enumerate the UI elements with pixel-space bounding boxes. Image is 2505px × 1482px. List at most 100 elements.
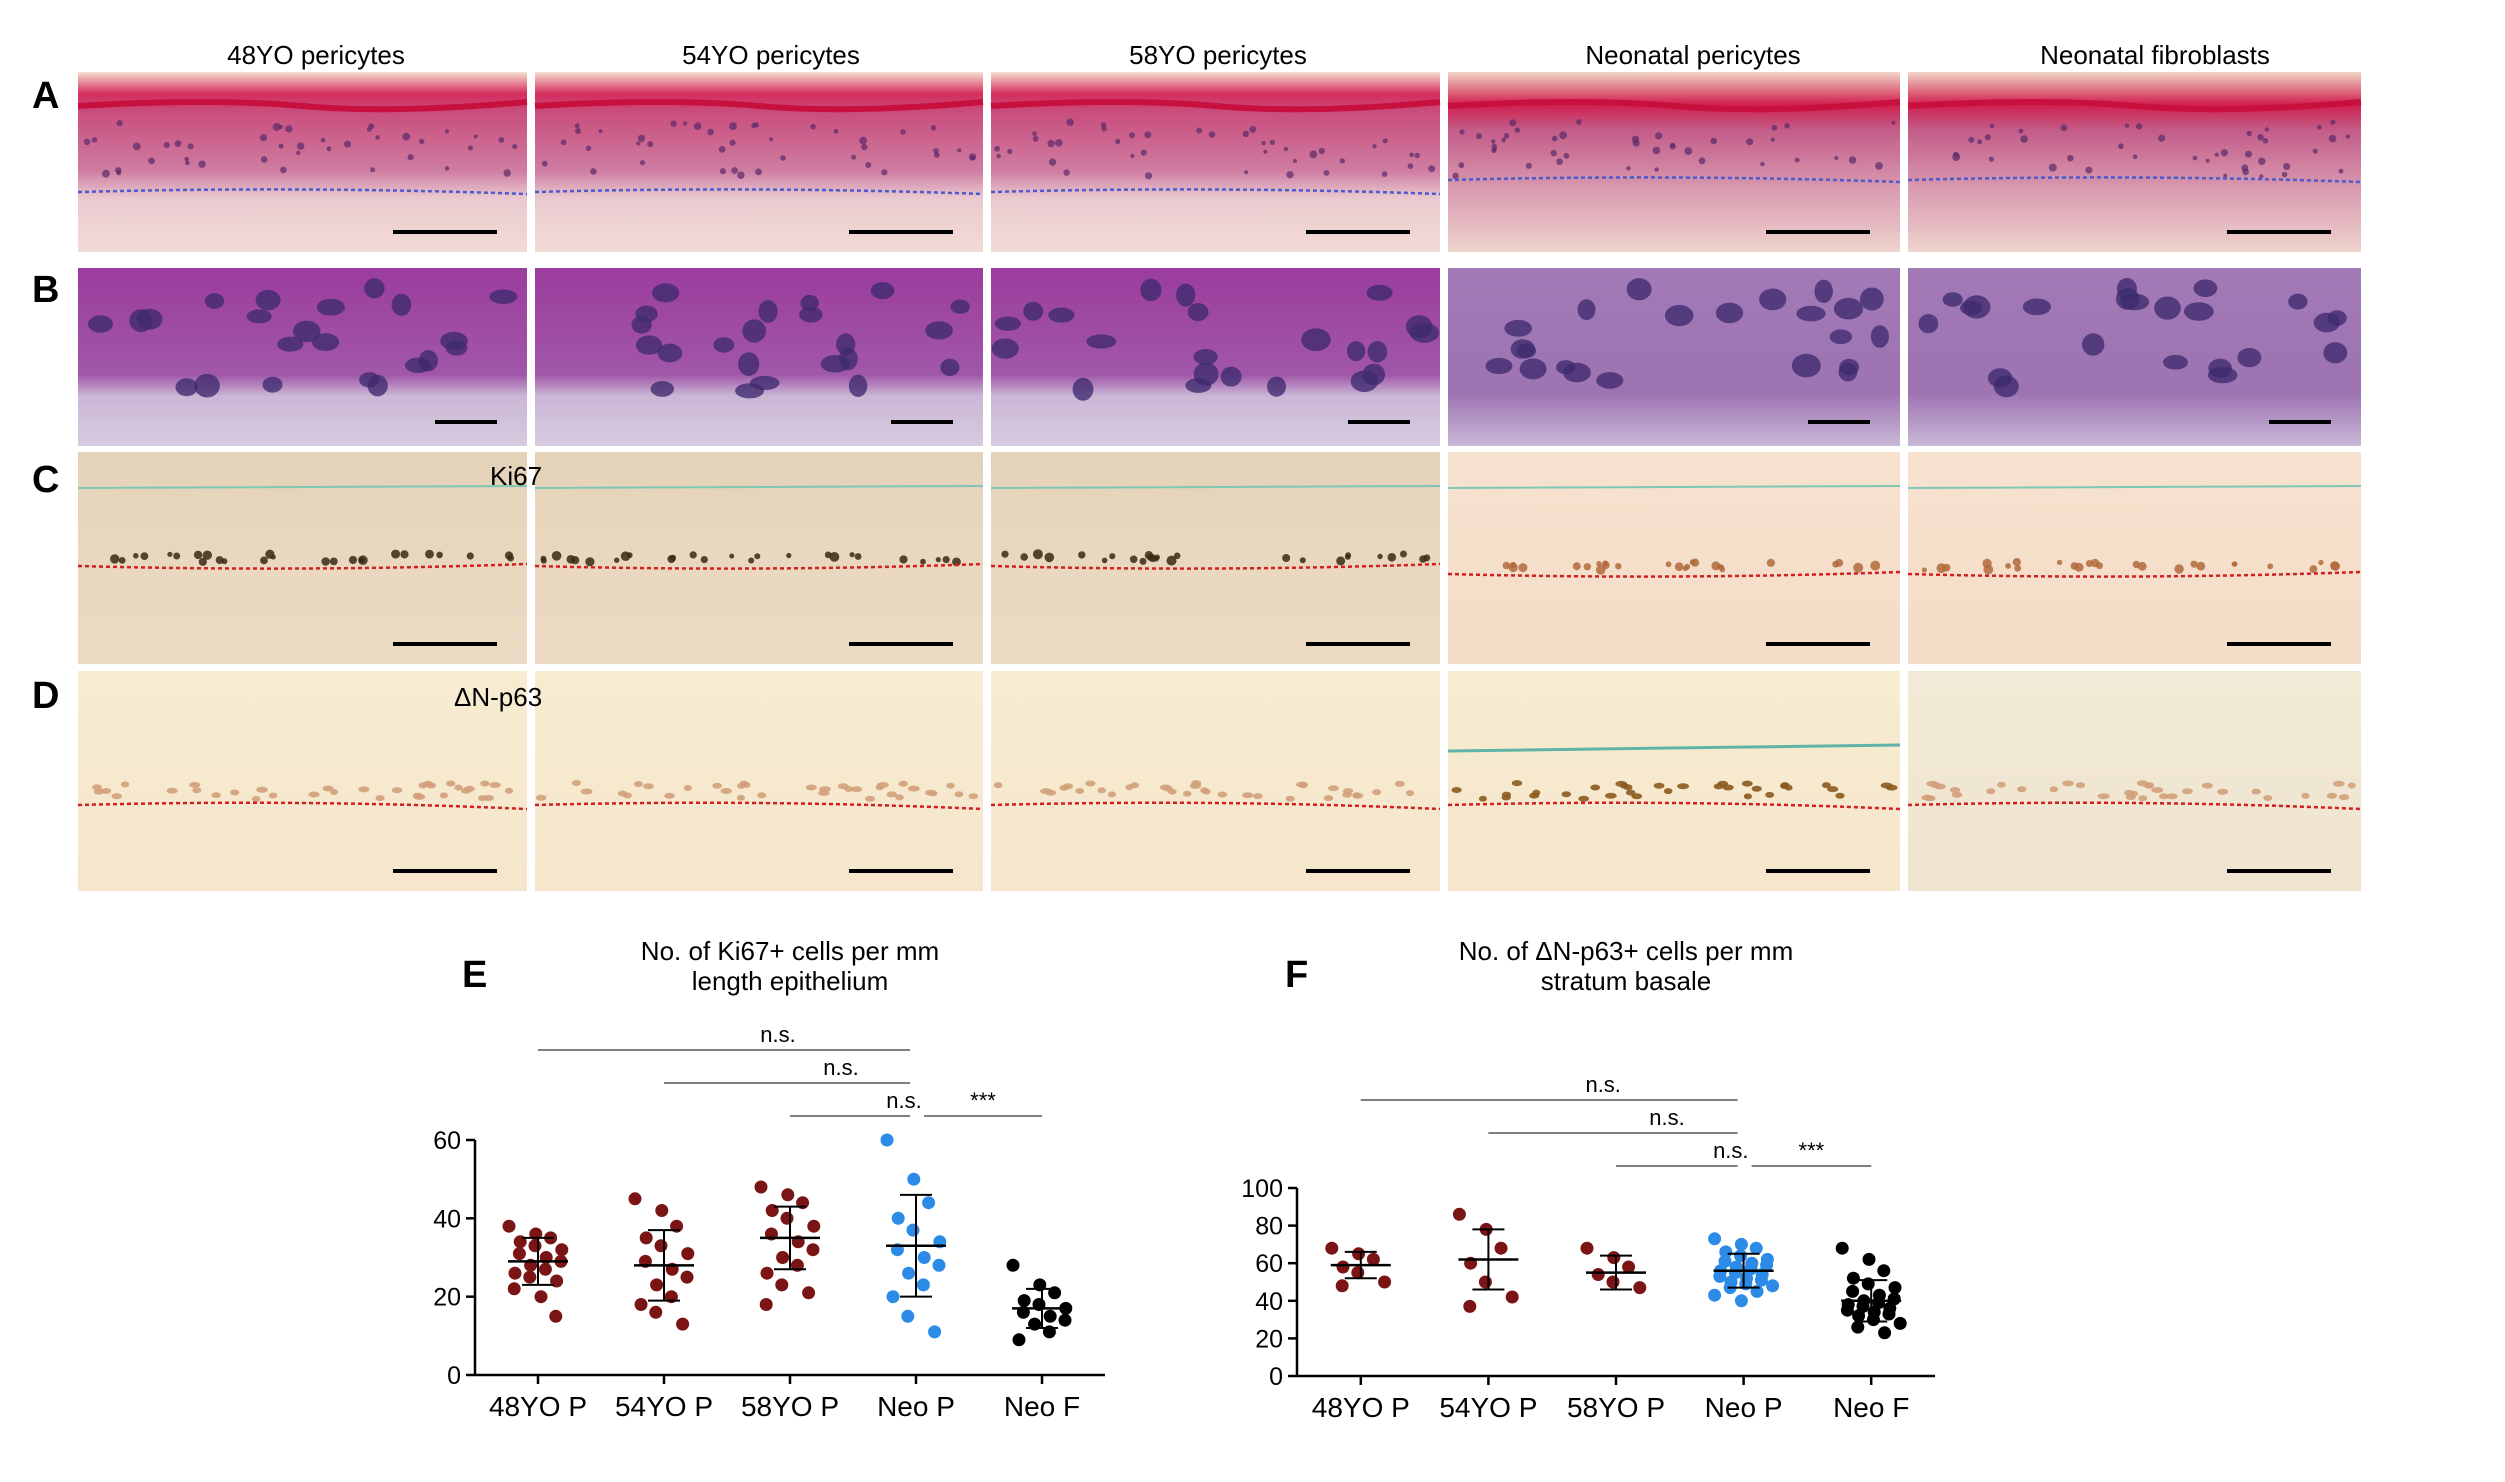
chart-f-point bbox=[1840, 1303, 1854, 1317]
panel-he-low-5-nucleus bbox=[2246, 130, 2252, 137]
panel-ki67-2-basement-line bbox=[534, 562, 984, 570]
panel-he-low-2-nucleus bbox=[731, 167, 738, 174]
panel-he-high-1-nucleus bbox=[262, 376, 283, 393]
panel-he-low-3-nucleus bbox=[1428, 165, 1436, 173]
panel-he-low-2-nucleus bbox=[833, 128, 839, 134]
panel-he-low-5-nucleus bbox=[2020, 135, 2028, 143]
panel-dnp63-2-positive-cell bbox=[720, 788, 732, 794]
panel-he-low-3-nucleus bbox=[1263, 149, 1268, 154]
panel-he-low-1-nucleus bbox=[285, 125, 293, 133]
panel-he-high-5-nucleus bbox=[2313, 312, 2341, 333]
chart-f-y-tick-label: 60 bbox=[1255, 1250, 1283, 1278]
panel-he-low-4-nucleus bbox=[1626, 166, 1631, 171]
panel-dnp63-2-positive-cell bbox=[617, 790, 627, 797]
panel-he-low-2-nucleus bbox=[719, 168, 727, 175]
panel-dnp63-2-positive-cell bbox=[877, 782, 889, 788]
panel-dnp63-3-positive-cell bbox=[1097, 787, 1106, 794]
chart-e-title-line-2: length epithelium bbox=[692, 966, 889, 996]
panel-he-low-3-nucleus bbox=[1318, 147, 1325, 155]
panel-dnp63-5-positive-cell bbox=[2338, 794, 2350, 801]
panel-ki67-1-positive-cell bbox=[329, 557, 338, 566]
panel-he-high-2-nucleus bbox=[652, 283, 680, 303]
chart-f-point bbox=[1607, 1251, 1621, 1265]
panel-he-high-3-nucleus bbox=[991, 338, 1019, 359]
panel-he-low-5-nucleus bbox=[2048, 163, 2057, 172]
panel-he-low-5-nucleus bbox=[2067, 155, 2074, 162]
panel-ki67-5-positive-cell bbox=[2231, 561, 2237, 567]
panel-he-low-1-nucleus bbox=[512, 144, 518, 149]
chart-e-x-tick-label: Neo P bbox=[877, 1391, 955, 1422]
panel-dnp63-3-positive-cell bbox=[1168, 788, 1177, 795]
panel-he-low-3-stratum-corneum bbox=[990, 99, 1441, 113]
panel-he-high-2-nucleus bbox=[940, 358, 960, 376]
panel-he-low-1-nucleus bbox=[132, 142, 141, 151]
panel-he-low-1-nucleus bbox=[102, 169, 110, 178]
chart-e-point bbox=[760, 1266, 774, 1280]
panel-he-low-5-nucleus bbox=[2312, 148, 2318, 154]
panel-dnp63-4-positive-cell bbox=[1653, 782, 1665, 789]
panel-he-low-5-nucleus bbox=[2124, 123, 2130, 128]
panel-dnp63-4-positive-cell bbox=[1478, 795, 1487, 802]
panel-dnp63-5-positive-cell bbox=[1949, 787, 1961, 793]
panel-ki67-4-positive-cell bbox=[1665, 561, 1672, 568]
panel-dnp63-4-positive-cell bbox=[1605, 792, 1617, 799]
panel-ki67-1-positive-cell bbox=[110, 554, 120, 564]
panel-dnp63-2-positive-cell bbox=[818, 790, 830, 796]
panel-ki67-5-positive-cell bbox=[2074, 562, 2084, 572]
panel-he-low-2-nucleus bbox=[934, 152, 940, 158]
chart-f-y-tick-label: 80 bbox=[1255, 1213, 1283, 1241]
panel-dnp63-1-positive-cell bbox=[111, 793, 123, 800]
panel-dnp63-4 bbox=[1447, 671, 1901, 891]
chart-e-point bbox=[555, 1243, 569, 1257]
panel-he-low-1-nucleus bbox=[163, 142, 170, 149]
panel-dnp63-5-positive-cell bbox=[2136, 780, 2148, 787]
panel-he-low-3-nucleus bbox=[1407, 163, 1414, 169]
chart-f-point bbox=[1888, 1281, 1902, 1295]
panel-he-low-1-nucleus bbox=[174, 140, 182, 148]
panel-ki67-4-positive-cell bbox=[1602, 560, 1609, 567]
panel-he-low-1-nucleus bbox=[444, 129, 450, 134]
chart-f-point bbox=[1606, 1275, 1620, 1289]
panel-he-low-5-nucleus bbox=[2223, 173, 2228, 178]
panel-he-high-1-nucleus bbox=[489, 289, 518, 305]
panel-ki67-1-positive-cell bbox=[425, 549, 434, 559]
chart-e-x-tick-label: 58YO P bbox=[741, 1391, 839, 1422]
panel-dnp63-1-positive-cell bbox=[454, 784, 463, 791]
panel-he-low-3-nucleus bbox=[1101, 126, 1107, 132]
chart-f-point bbox=[1766, 1279, 1780, 1293]
panel-dnp63-4-positive-cell bbox=[1827, 786, 1839, 793]
panel-ki67-2-positive-cell bbox=[620, 551, 631, 561]
panel-he-low-4-nucleus bbox=[1556, 158, 1563, 165]
panel-ki67-2-positive-cell bbox=[942, 556, 950, 564]
panel-he-low-5 bbox=[1907, 72, 2362, 252]
chart-f-point bbox=[1708, 1232, 1722, 1246]
chart-f-point bbox=[1734, 1294, 1748, 1308]
panel-he-low-1-nucleus bbox=[498, 137, 505, 143]
panel-ki67-3-tissue bbox=[991, 452, 1440, 664]
panel-he-low-1 bbox=[77, 72, 528, 252]
panel-dnp63-2-tissue bbox=[535, 671, 983, 891]
panel-he-high-4-nucleus bbox=[1814, 279, 1833, 303]
panel-he-high-2-nucleus bbox=[631, 316, 652, 334]
chart-e-point bbox=[508, 1266, 522, 1280]
panel-he-low-5-nucleus bbox=[2135, 123, 2143, 130]
panel-he-high-3-nucleus bbox=[1267, 376, 1286, 397]
chart-e-point bbox=[639, 1231, 653, 1245]
panel-he-low-5-nucleus bbox=[1968, 136, 1975, 143]
chart-f-point bbox=[1719, 1245, 1733, 1259]
panel-he-low-3-nucleus bbox=[1196, 127, 1203, 134]
panel-dnp63-5-positive-cell bbox=[1921, 794, 1933, 801]
panel-he-low-4-nucleus bbox=[1746, 138, 1754, 146]
panel-he-low-1-nucleus bbox=[503, 169, 511, 177]
panel-ki67-5-positive-cell bbox=[2174, 564, 2184, 574]
panel-dnp63-4-positive-cell bbox=[1511, 780, 1523, 787]
panel-dnp63-1-positive-cell bbox=[92, 784, 102, 791]
chart-e-point bbox=[880, 1133, 894, 1147]
chart-e-point bbox=[650, 1278, 664, 1292]
panel-dnp63-1-positive-cell bbox=[308, 791, 320, 798]
panel-ki67-4-positive-cell bbox=[1596, 561, 1602, 567]
chart-f-point bbox=[1325, 1241, 1339, 1255]
panel-dnp63-5-positive-cell bbox=[1997, 781, 2006, 788]
panel-ki67-5-positive-cell bbox=[2267, 563, 2274, 570]
panel-he-low-4-nucleus bbox=[1669, 143, 1676, 150]
